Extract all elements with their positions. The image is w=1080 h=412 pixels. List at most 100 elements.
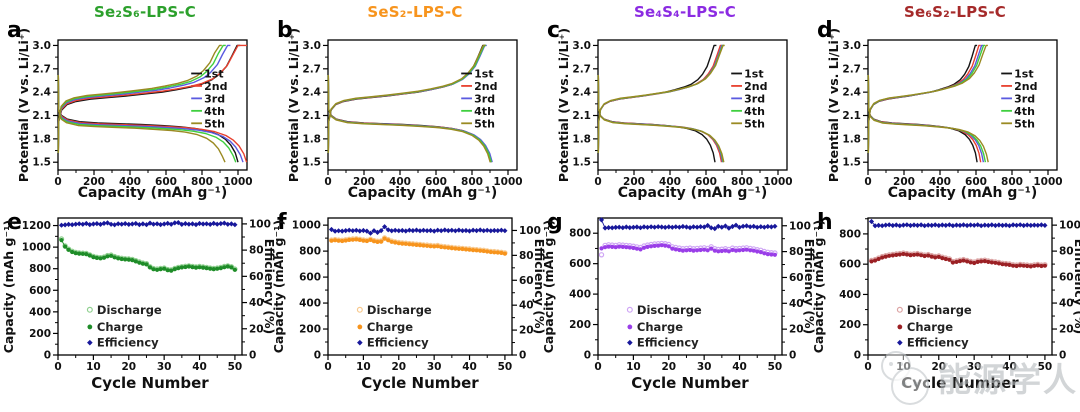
panel-h-plot: 0 10 20 30 40 50 0 200 400 600 800 0 20 40 60 80 100 Cycl… (811, 217, 1080, 392)
svg-text:400: 400 (29, 306, 51, 318)
panel-b-title: SeS₂-LPS-C (367, 3, 463, 21)
svg-text:5th: 5th (744, 117, 765, 130)
svg-text:0: 0 (44, 350, 51, 362)
svg-text:1.5: 1.5 (842, 157, 861, 169)
svg-text:Efficiency: Efficiency (97, 336, 159, 350)
svg-text:400: 400 (569, 289, 591, 301)
svg-text:400: 400 (659, 176, 681, 188)
series-efficiency (58, 220, 238, 228)
svg-text:Capacity (mAh g⁻¹): Capacity (mAh g⁻¹) (348, 185, 498, 201)
svg-text:200: 200 (353, 176, 375, 188)
panel-c-title: Se₄S₄-LPS-C (634, 3, 736, 21)
panel-b-plot: 0 200 400 600 800 1000 1.5 1.8 2.1 2.4 2.7 3.0 Capac… (286, 28, 523, 201)
curves (867, 44, 989, 163)
svg-text:0: 0 (54, 361, 61, 373)
svg-text:80: 80 (1059, 246, 1074, 258)
svg-text:2nd: 2nd (1014, 80, 1037, 93)
svg-text:1000: 1000 (292, 220, 321, 232)
svg-text:4th: 4th (744, 105, 765, 118)
svg-text:40: 40 (1059, 298, 1074, 310)
svg-text:20: 20 (121, 361, 136, 373)
svg-text:0: 0 (584, 350, 591, 362)
svg-text:2.7: 2.7 (302, 63, 321, 75)
svg-text:100: 100 (1059, 220, 1080, 232)
legend: Discharge Charge Efficiency (86, 303, 162, 350)
svg-text:Potential (V vs. Li/Li⁺): Potential (V vs. Li/Li⁺) (286, 28, 301, 182)
charge-curve-3rd (57, 44, 231, 153)
svg-text:200: 200 (83, 176, 105, 188)
svg-text:40: 40 (462, 361, 477, 373)
svg-text:50: 50 (1038, 361, 1053, 373)
svg-text:20: 20 (391, 361, 406, 373)
panel-h: h 0 10 20 30 40 50 0 200 400 600 800 0 20 40 60 80 100 Cy… (810, 204, 1080, 412)
charge-curve-5th (597, 44, 725, 153)
discharge-curve-5th (327, 74, 491, 163)
svg-text:2.4: 2.4 (32, 87, 51, 99)
charge-curve-5th (867, 44, 988, 153)
panel-d-letter: d (817, 18, 833, 43)
svg-text:Potential (V vs. Li/Li⁺): Potential (V vs. Li/Li⁺) (826, 28, 841, 182)
panel-g-plot: 0 10 20 30 40 50 0 200 400 600 800 0 20 40 60 80 100 Cycl… (541, 217, 817, 392)
svg-text:20: 20 (789, 324, 804, 336)
svg-text:600: 600 (299, 272, 321, 284)
panel-f-plot: 0 10 20 30 40 50 0 200 400 600 800 1000 0 20 40 60 80 100… (271, 217, 547, 392)
svg-text:2.4: 2.4 (842, 87, 861, 99)
svg-text:4th: 4th (1014, 105, 1035, 118)
svg-text:5th: 5th (204, 117, 225, 130)
svg-text:200: 200 (29, 328, 51, 340)
curves (57, 44, 248, 163)
svg-text:Charge: Charge (367, 320, 413, 334)
panel-d: d Se₆S₂-LPS-C 0 200 400 600 800 1000 1.5 1.8 2.1… (810, 0, 1080, 204)
svg-text:0: 0 (324, 176, 331, 188)
panel-e-plot: 0 10 20 30 40 50 0 200 400 600 800 1000 1200 0 20 40 60 8… (1, 217, 277, 392)
svg-text:800: 800 (299, 246, 321, 258)
panel-f-letter: f (277, 210, 287, 235)
series-charge (59, 238, 237, 273)
svg-text:4th: 4th (474, 105, 495, 118)
svg-text:400: 400 (299, 298, 321, 310)
legend: Discharge Charge Efficiency (626, 303, 702, 350)
panel-a-letter: a (7, 18, 22, 43)
svg-text:30: 30 (697, 361, 712, 373)
svg-text:2.1: 2.1 (842, 110, 861, 122)
svg-text:1.8: 1.8 (842, 133, 861, 145)
svg-text:600: 600 (155, 176, 177, 188)
svg-text:600: 600 (569, 258, 591, 270)
svg-text:800: 800 (1001, 176, 1023, 188)
svg-text:1st: 1st (744, 67, 763, 80)
svg-text:400: 400 (839, 289, 861, 301)
panel-c-plot: 0 200 400 600 800 1000 1.5 1.8 2.1 2.4 2.7 3.0 Capac… (556, 28, 793, 201)
curves (597, 44, 725, 163)
svg-text:30: 30 (427, 361, 442, 373)
svg-text:800: 800 (569, 228, 591, 240)
svg-text:Efficiency: Efficiency (367, 336, 429, 350)
axes: 0 10 20 30 40 50 0 200 400 600 800 0 20 40 60 80 100 Cycl… (541, 217, 817, 392)
svg-text:1.5: 1.5 (32, 157, 51, 169)
series-charge (329, 236, 507, 256)
series-charge (599, 243, 777, 257)
discharge-curve-5th (867, 74, 989, 163)
svg-text:Capacity (mAh g⁻¹): Capacity (mAh g⁻¹) (888, 185, 1038, 201)
svg-text:20: 20 (1059, 324, 1074, 336)
panel-g-letter: g (547, 210, 563, 235)
svg-text:60: 60 (519, 275, 534, 287)
svg-text:3rd: 3rd (744, 92, 765, 105)
svg-text:Capacity (mAh g⁻¹): Capacity (mAh g⁻¹) (78, 185, 228, 201)
svg-text:3rd: 3rd (474, 92, 495, 105)
svg-text:Charge: Charge (637, 320, 683, 334)
svg-text:Discharge: Discharge (907, 303, 972, 317)
svg-text:3.0: 3.0 (302, 40, 321, 52)
svg-text:2.4: 2.4 (302, 87, 321, 99)
svg-text:0: 0 (54, 176, 61, 188)
svg-text:1st: 1st (474, 67, 493, 80)
svg-text:400: 400 (119, 176, 141, 188)
svg-text:2.7: 2.7 (842, 63, 861, 75)
svg-text:Efficiency: Efficiency (637, 336, 699, 350)
svg-text:0: 0 (864, 176, 871, 188)
svg-text:400: 400 (929, 176, 951, 188)
svg-text:40: 40 (732, 361, 747, 373)
svg-text:1.5: 1.5 (302, 157, 321, 169)
svg-text:400: 400 (389, 176, 411, 188)
svg-text:800: 800 (191, 176, 213, 188)
